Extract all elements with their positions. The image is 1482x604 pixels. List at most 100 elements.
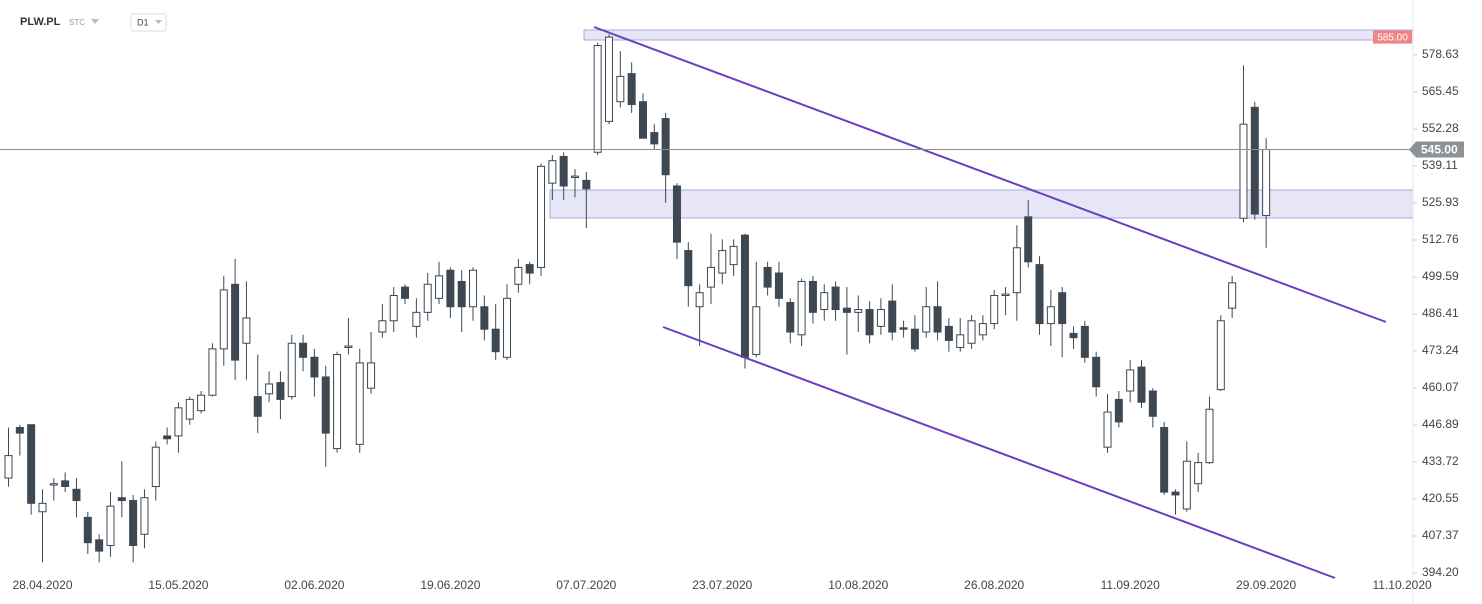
x-tick-label: 15.05.2020 <box>148 578 208 592</box>
candle-body <box>423 283 432 313</box>
price-tag <box>1409 141 1464 158</box>
y-tick-label: 512.76 <box>1422 232 1459 246</box>
candle-body <box>83 516 92 544</box>
interval[interactable]: D1 <box>137 17 149 27</box>
candle-body <box>1114 398 1123 423</box>
candle-body <box>786 302 795 333</box>
candle-body <box>4 455 13 479</box>
candle-body <box>1250 106 1259 215</box>
candle-body <box>117 497 126 502</box>
candle-body <box>287 342 296 398</box>
y-tick-label: 407.37 <box>1422 528 1459 542</box>
candle-body <box>1012 247 1021 294</box>
candle-body <box>763 266 772 288</box>
candle-body <box>344 345 353 348</box>
dropdown-arrow[interactable] <box>91 19 99 24</box>
y-tick-label: 499.59 <box>1422 269 1459 283</box>
candle-body <box>412 311 421 327</box>
dropdown-arrow[interactable] <box>155 20 162 24</box>
candle-body <box>752 306 761 355</box>
candle-body <box>922 306 931 333</box>
candle-body <box>1024 216 1033 263</box>
candle-body <box>378 320 387 333</box>
candle-body <box>956 334 965 348</box>
candle-body <box>72 488 81 502</box>
candle-body <box>661 118 670 176</box>
x-tick-label: 10.08.2020 <box>828 578 888 592</box>
candle-body <box>944 325 953 341</box>
x-tick-label: 11.10.2020 <box>1373 578 1432 592</box>
candle-body <box>299 342 308 358</box>
y-tick-label: 552.28 <box>1422 121 1459 135</box>
candle-body <box>1069 332 1078 339</box>
y-tick-label: 539.11 <box>1422 158 1458 172</box>
y-tick-label: 486.41 <box>1422 306 1459 320</box>
candle-body <box>401 286 410 299</box>
candle-body <box>1046 306 1055 325</box>
candle-body <box>1103 411 1112 448</box>
candle-body <box>321 376 330 434</box>
y-tick-label: 565.45 <box>1422 84 1459 98</box>
y-tick-label: 446.89 <box>1422 417 1459 431</box>
x-tick-label: 07.07.2020 <box>556 578 616 592</box>
candle-body <box>1137 366 1146 403</box>
candle-body <box>559 155 568 187</box>
candle-body <box>265 383 274 395</box>
candle-body <box>151 446 160 487</box>
candle-body <box>978 323 987 336</box>
candle-body <box>525 264 534 274</box>
candle-body <box>888 300 897 333</box>
candle-body <box>1080 325 1089 358</box>
candle-body <box>253 396 262 417</box>
candle-body <box>185 398 194 420</box>
candle-body <box>457 280 466 308</box>
candle-body <box>910 328 919 350</box>
candle-body <box>899 327 908 330</box>
candle-body <box>593 45 602 153</box>
candle-body <box>604 36 613 122</box>
x-tick-label: 28.04.2020 <box>12 578 72 592</box>
candle-body <box>876 309 885 327</box>
candle-body <box>49 483 58 486</box>
candle-body <box>140 497 149 535</box>
x-tick-label: 29.09.2020 <box>1236 578 1296 592</box>
exchange[interactable]: STC <box>69 18 85 27</box>
x-tick-label: 19.06.2020 <box>420 578 480 592</box>
candle-body <box>854 309 863 313</box>
candle-body <box>310 356 319 378</box>
symbol: PLW.PL <box>20 16 61 28</box>
candle-body <box>38 502 47 513</box>
level-tag <box>1373 30 1412 44</box>
y-tick-label: 578.63 <box>1422 47 1459 61</box>
candle-body <box>1171 491 1180 496</box>
y-tick-label: 473.24 <box>1422 343 1459 357</box>
candle-body <box>627 73 636 106</box>
candle-body <box>1228 282 1237 309</box>
candles <box>4 34 1271 563</box>
candle-body <box>1092 356 1101 388</box>
candle-body <box>672 185 681 243</box>
candle-body <box>276 382 285 400</box>
candle-body <box>435 275 444 299</box>
candle-body <box>446 269 455 308</box>
candle-body <box>865 309 874 336</box>
candle-body <box>1058 292 1067 325</box>
candle-body <box>1216 320 1225 391</box>
candle-body <box>537 165 546 268</box>
candle-body <box>355 362 364 445</box>
candle-body <box>718 250 727 274</box>
candle-body <box>933 306 942 333</box>
price-tag-label: 545.00 <box>1421 143 1458 157</box>
x-tick-label: 26.08.2020 <box>964 578 1024 592</box>
candle-body <box>1160 427 1169 493</box>
candle-body <box>831 286 840 311</box>
interval-box[interactable] <box>130 13 167 32</box>
level-tag-label: 585.00 <box>1377 32 1408 43</box>
candle-body <box>333 353 342 450</box>
x-tick-label: 11.09.2020 <box>1101 578 1160 592</box>
candle-body <box>389 295 398 322</box>
candle-body <box>740 234 749 358</box>
candle-body <box>1239 123 1248 219</box>
candle-body <box>582 179 591 190</box>
